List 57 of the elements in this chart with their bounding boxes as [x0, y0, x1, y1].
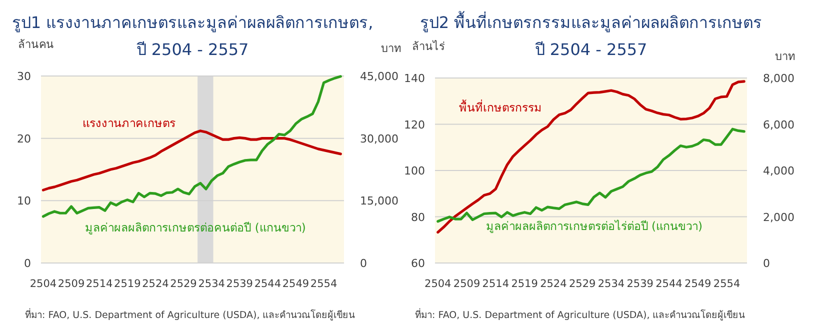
series-label: มูลค่าผลผลิตการเกษตรต่อไร่ต่อปี (แกนขวา)	[486, 219, 702, 233]
x-tick-label: 2514	[86, 278, 114, 290]
y-tick-label: 20	[17, 132, 31, 146]
x-tick-label: 2509	[453, 278, 480, 290]
chart-subtitle: ปี 2504 - 2557	[534, 40, 648, 59]
x-tick-label: 2529	[568, 278, 596, 290]
series-label: พื้นที่เกษตรกรรม	[459, 100, 542, 115]
y2-axis-title: บาท	[381, 42, 401, 55]
text: ที่มา: FAO, U.S. Department of Agriculture (USDA), และคำนวณโดยผู้เขียน	[415, 308, 746, 321]
chart-title: รูป1 แรงงานภาคเกษตรและมูลค่าผลผลิตการเกษตร,	[12, 13, 374, 33]
y-tick-label: 30	[17, 70, 31, 83]
series-label: มูลค่าผลผลิตการเกษตรต่อคนต่อปี (แกนขวา)	[85, 220, 306, 234]
y-tick-label: 60	[411, 257, 425, 270]
x-tick-label: 2504	[30, 278, 57, 290]
y-tick-label: 10	[17, 194, 31, 208]
x-tick-label: 2529	[170, 278, 197, 290]
y2-tick-label: 0	[360, 257, 367, 270]
x-tick-label: 2504	[424, 278, 452, 290]
x-tick-label: 2534	[198, 278, 226, 290]
x-tick-label: 2549	[282, 278, 310, 290]
chart-title: รูป2 พื้นที่เกษตรกรรมและมูลค่าผลผลิตการเกษตร	[420, 11, 762, 33]
y2-tick-label: 30,000	[360, 132, 398, 146]
line-series	[42, 130, 342, 192]
x-tick-label: 2519	[511, 278, 538, 290]
x-tick-label: 2514	[482, 278, 510, 290]
x-tick-label: 2509	[58, 278, 85, 290]
y2-axis-title: บาท	[775, 50, 795, 63]
y-tick-label: 0	[24, 257, 31, 270]
line-series	[436, 80, 746, 234]
x-tick-label: 2519	[114, 278, 141, 290]
x-tick-label: 2539	[226, 278, 253, 290]
x-tick-label: 2539	[626, 278, 654, 290]
series-label: แรงงานภาคเกษตร	[82, 116, 176, 130]
y-tick-label: 140	[404, 72, 425, 85]
x-tick-label: 2554	[713, 278, 740, 290]
y2-tick-label: 2,000	[763, 210, 794, 224]
x-tick-label: 2544	[254, 278, 282, 290]
line-series	[42, 75, 342, 218]
x-tick-label: 2554	[310, 278, 338, 290]
chart-subtitle: ปี 2504 - 2557	[136, 40, 249, 59]
x-tick-label: 2534	[598, 278, 625, 290]
y2-tick-label: 4,000	[763, 164, 794, 178]
x-tick-label: 2524	[540, 278, 568, 290]
y-axis-title: ล้านคน	[18, 38, 54, 51]
text: ที่มา: FAO, U.S. Department of Agriculture (USDA), และคำนวณโดยผู้เขียน	[25, 308, 356, 321]
y-axis-title: ล้านไร่	[412, 40, 445, 53]
x-tick-label: 2524	[142, 278, 170, 290]
x-tick-label: 2549	[684, 278, 712, 290]
y2-tick-label: 0	[763, 257, 770, 270]
x-tick-label: 2544	[656, 278, 683, 290]
y2-tick-label: 45,000	[360, 70, 398, 83]
y-tick-label: 100	[404, 164, 425, 178]
y-tick-label: 120	[404, 118, 425, 132]
y2-tick-label: 15,000	[360, 194, 398, 208]
y-tick-label: 80	[411, 210, 425, 224]
y2-tick-label: 6,000	[763, 118, 794, 132]
y2-tick-label: 8,000	[763, 72, 794, 85]
